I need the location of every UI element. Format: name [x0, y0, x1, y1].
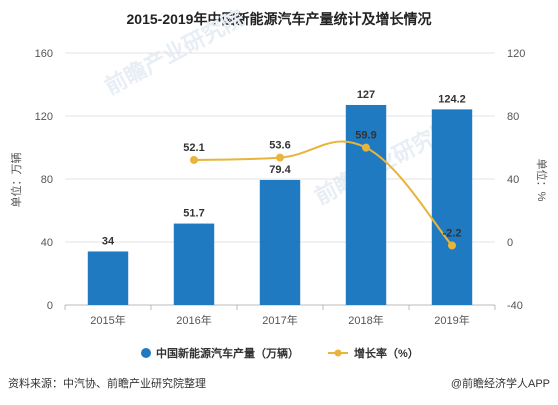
- line-point: [276, 153, 284, 162]
- y-tick-label-right: 120: [507, 48, 525, 60]
- y-tick-label-left: 0: [47, 300, 53, 312]
- bar-data-label: 51.7: [183, 208, 204, 220]
- bar: [259, 179, 301, 305]
- line-series: 52.1 53.6 59.9 -2.2: [183, 130, 461, 250]
- legend-line-label: 增长率（%）: [354, 346, 419, 360]
- bar: [431, 109, 473, 305]
- x-tick-label: 2016年: [176, 313, 211, 327]
- right-axis: -40 0 40 80 120: [507, 48, 525, 312]
- legend-bar-swatch: [141, 348, 151, 358]
- chart-title: 2015-2019年中国新能源汽车产量统计及增长情况: [127, 11, 432, 27]
- left-axis: 0 40 80 120 160: [35, 48, 53, 312]
- y-axis-label-left: 单位：万辆: [9, 153, 23, 208]
- bar-data-label: 34: [102, 235, 115, 247]
- line-data-label: 52.1: [183, 142, 204, 154]
- y-tick-label-left: 120: [35, 111, 53, 123]
- bar-series: 34 51.7 79.4 127 124.2: [87, 89, 473, 305]
- legend-line-marker: [334, 349, 342, 357]
- line-data-label: -2.2: [443, 227, 462, 239]
- bar-data-label: 79.4: [269, 164, 291, 176]
- brand-credit: @前瞻经济学人APP: [451, 376, 550, 390]
- line-point: [190, 155, 198, 164]
- line-point: [448, 241, 456, 250]
- bar-data-label: 127: [357, 89, 375, 101]
- y-axis-label-right: 单位：%: [535, 159, 549, 202]
- y-tick-label-left: 160: [35, 48, 53, 60]
- line-data-label: 53.6: [269, 140, 290, 152]
- source-note: 资料来源：中汽协、前瞻产业研究院整理: [8, 376, 206, 390]
- y-tick-label-right: 40: [507, 174, 519, 186]
- y-tick-label-right: 0: [507, 237, 513, 249]
- legend-bar-label: 中国新能源汽车产量（万辆）: [156, 346, 299, 360]
- line-data-label: 59.9: [355, 130, 376, 142]
- x-tick-label: 2017年: [262, 313, 297, 327]
- x-axis: 2015年 2016年 2017年 2018年 2019年: [64, 305, 496, 327]
- y-tick-label-left: 80: [41, 174, 53, 186]
- x-tick-label: 2015年: [90, 313, 125, 327]
- bar: [345, 104, 387, 305]
- x-tick-label: 2019年: [434, 313, 469, 327]
- bar: [173, 223, 215, 305]
- y-tick-label-left: 40: [41, 237, 53, 249]
- y-tick-label-right: -40: [507, 300, 523, 312]
- growth-rate-line: [193, 140, 453, 247]
- bar: [87, 251, 129, 305]
- line-point: [362, 143, 370, 152]
- bar-data-label: 124.2: [438, 93, 466, 105]
- legend: 中国新能源汽车产量（万辆） 增长率（%）: [141, 346, 419, 360]
- x-tick-label: 2018年: [348, 313, 383, 327]
- y-tick-label-right: 80: [507, 111, 519, 123]
